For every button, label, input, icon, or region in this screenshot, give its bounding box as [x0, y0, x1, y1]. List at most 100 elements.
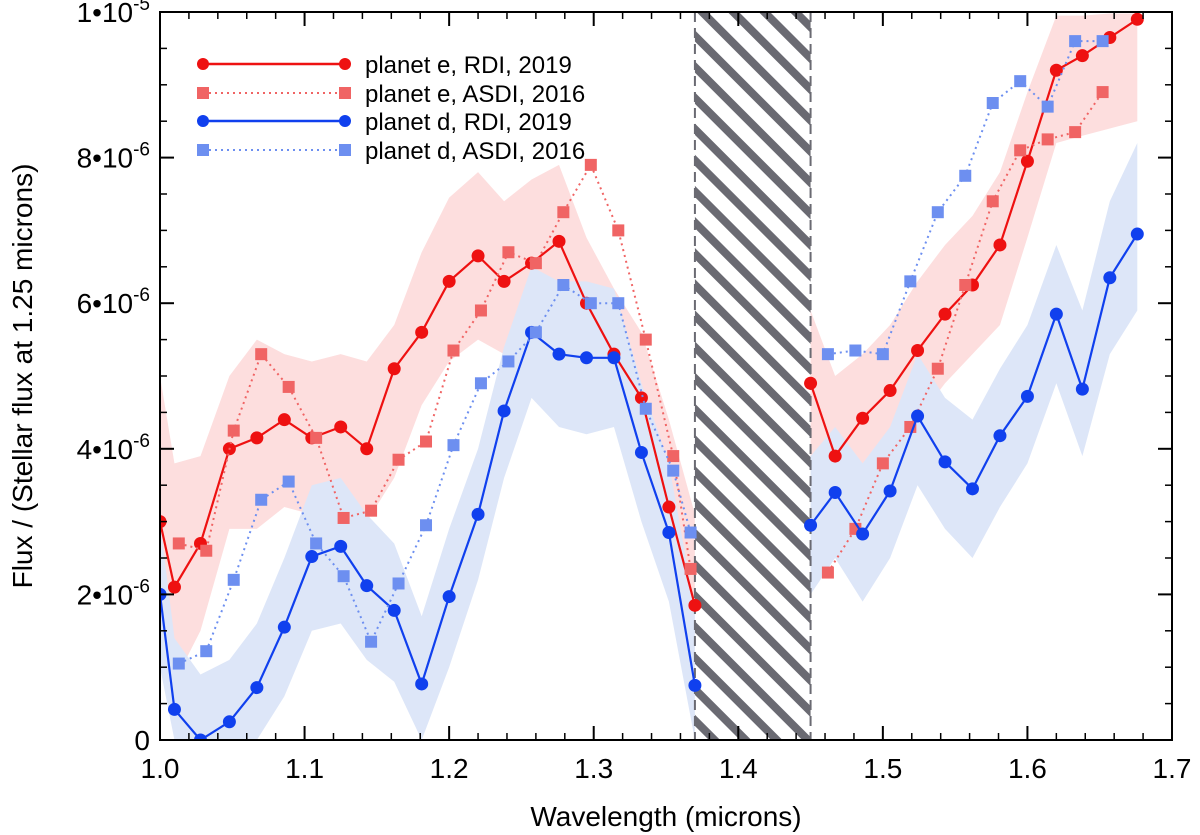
point-planet-e-rdi-2019-0-4 [250, 431, 264, 445]
point-planet-d-asdi-2016-1-4 [931, 206, 944, 219]
point-planet-e-rdi-2019-1-10 [1075, 49, 1089, 63]
point-planet-e-asdi-2016-0-17 [639, 333, 652, 346]
legend-entry-planet-d-rdi: planet d, RDI, 2019 [197, 109, 572, 136]
line-planet-e-asdi-2016-seg-1 [827, 91, 1104, 574]
point-planet-e-asdi-2016-0-2 [227, 424, 240, 437]
uncertainty-bands [160, 13, 1138, 740]
point-planet-e-rdi-2019-0-10 [415, 325, 429, 339]
y-tick-label: 6•10-6 [77, 285, 150, 319]
point-planet-e-rdi-2019-1-8 [1020, 154, 1034, 168]
point-planet-d-rdi-2019-1-0 [804, 518, 818, 532]
point-planet-e-rdi-2019-1-1 [828, 449, 842, 463]
point-planet-d-rdi-2019-0-9 [387, 603, 401, 617]
point-planet-e-asdi-2016-0-6 [337, 511, 350, 524]
point-planet-d-asdi-2016-1-2 [876, 348, 889, 361]
point-planet-d-rdi-2019-0-11 [442, 590, 456, 604]
point-planet-d-asdi-2016-0-13 [529, 326, 542, 339]
series-layer [160, 12, 1144, 740]
point-planet-d-asdi-2016-0-1 [200, 645, 213, 658]
point-planet-d-asdi-2016-0-17 [639, 402, 652, 415]
x-tick-label: 1.7 [1153, 753, 1192, 784]
point-planet-e-asdi-2016-1-8 [1041, 133, 1054, 146]
point-planet-d-rdi-2019-1-1 [828, 485, 842, 499]
point-planet-d-asdi-2016-0-9 [420, 519, 433, 532]
legend-marker-planet-e-asdi [197, 87, 209, 99]
point-planet-e-rdi-2019-0-9 [387, 362, 401, 376]
point-planet-d-asdi-2016-0-10 [447, 439, 460, 452]
point-planet-e-rdi-2019-0-15 [552, 234, 566, 248]
point-planet-d-rdi-2019-1-11 [1103, 271, 1117, 285]
point-planet-e-asdi-2016-1-6 [986, 195, 999, 208]
point-planet-d-asdi-2016-1-0 [821, 348, 834, 361]
point-planet-d-asdi-2016-0-5 [310, 537, 323, 550]
point-planet-d-asdi-2016-0-11 [474, 377, 487, 390]
band-planet-d-rdi-2019-seg-0 [160, 266, 695, 740]
point-planet-d-asdi-2016-1-7 [1014, 75, 1027, 88]
point-planet-e-rdi-2019-0-1 [167, 580, 181, 594]
point-planet-d-rdi-2019-0-15 [552, 347, 566, 361]
point-planet-d-rdi-2019-0-3 [222, 715, 236, 729]
y-tick-label: 2•10-6 [77, 576, 150, 610]
point-planet-e-asdi-2016-0-3 [255, 348, 268, 361]
legend-entry-planet-e-rdi: planet e, RDI, 2019 [197, 52, 572, 79]
point-planet-d-asdi-2016-0-14 [557, 279, 570, 291]
point-planet-e-asdi-2016-0-18 [667, 450, 680, 463]
point-planet-d-rdi-2019-1-7 [993, 429, 1007, 443]
y-axis-label: Flux / (Stellar flux at 1.25 microns) [7, 164, 38, 589]
point-planet-e-rdi-2019-1-3 [883, 384, 897, 398]
point-planet-e-rdi-2019-1-5 [938, 307, 952, 321]
point-planet-d-rdi-2019-0-1 [167, 702, 181, 716]
point-planet-e-rdi-2019-0-11 [442, 274, 456, 288]
point-planet-e-asdi-2016-1-9 [1069, 126, 1082, 139]
point-planet-d-asdi-2016-0-6 [337, 570, 350, 583]
point-planet-d-asdi-2016-1-6 [986, 97, 999, 109]
axis-ticks: 1.0 1.1 1.2 1.3 1.4 1.5 1.6 1.7 0 2•10-6 4•10-6 6•1… [77, 0, 1192, 784]
point-planet-d-rdi-2019-0-10 [415, 677, 429, 691]
point-planet-d-rdi-2019-0-20 [688, 678, 702, 692]
point-planet-d-rdi-2019-1-2 [856, 527, 870, 541]
point-planet-e-rdi-2019-0-5 [277, 413, 291, 427]
legend-marker-planet-d-rdi [197, 115, 209, 127]
point-planet-d-rdi-2019-0-2 [193, 733, 207, 740]
legend-label-planet-d-asdi: planet d, ASDI, 2016 [365, 138, 585, 165]
point-planet-d-rdi-2019-0-7 [334, 539, 348, 553]
point-planet-d-asdi-2016-0-4 [282, 475, 295, 488]
point-planet-d-rdi-2019-0-12 [471, 507, 485, 521]
point-planet-e-asdi-2016-0-16 [612, 224, 625, 237]
x-tick-label: 1.5 [863, 753, 902, 784]
legend-entry-planet-d-asdi: planet d, ASDI, 2016 [197, 138, 585, 165]
point-planet-e-asdi-2016-0-9 [420, 435, 433, 448]
point-planet-e-rdi-2019-0-7 [334, 420, 348, 434]
point-planet-d-asdi-2016-1-10 [1096, 35, 1109, 48]
point-planet-d-rdi-2019-1-10 [1075, 382, 1089, 396]
x-tick-label: 1.2 [430, 753, 469, 784]
point-planet-d-asdi-2016-0-2 [227, 573, 240, 586]
point-planet-d-asdi-2016-1-9 [1069, 35, 1082, 48]
point-planet-d-asdi-2016-1-3 [904, 275, 917, 288]
point-planet-e-rdi-2019-1-9 [1049, 63, 1063, 77]
point-planet-e-asdi-2016-0-4 [282, 380, 295, 393]
y-tick-label: 1•10-5 [77, 0, 150, 28]
point-planet-d-rdi-2019-1-5 [938, 455, 952, 469]
legend-entry-planet-e-asdi: planet e, ASDI, 2016 [197, 81, 585, 108]
point-planet-e-asdi-2016-0-13 [529, 257, 542, 270]
point-planet-e-rdi-2019-0-19 [662, 500, 676, 514]
point-planet-d-rdi-2019-0-13 [497, 404, 511, 418]
point-planet-d-asdi-2016-0-0 [172, 657, 185, 670]
x-axis-label: Wavelength (microns) [530, 801, 801, 832]
point-planet-e-asdi-2016-0-7 [365, 504, 378, 517]
legend-marker-planet-d-asdi [197, 144, 209, 156]
point-planet-d-rdi-2019-0-8 [360, 579, 374, 593]
legend-marker-planet-e-rdi [197, 58, 209, 70]
point-planet-e-asdi-2016-0-11 [474, 304, 487, 317]
point-planet-d-rdi-2019-0-5 [277, 620, 291, 634]
point-planet-e-asdi-2016-0-19 [684, 562, 697, 575]
point-planet-d-rdi-2019-0-19 [662, 526, 676, 540]
point-planet-d-asdi-2016-0-8 [392, 577, 405, 590]
legend: planet e, RDI, 2019 planet e, ASDI, 2016… [197, 52, 585, 165]
point-planet-e-asdi-2016-1-0 [821, 566, 834, 579]
legend-label-planet-d-rdi: planet d, RDI, 2019 [365, 109, 572, 136]
line-planet-d-asdi-2016-seg-0 [178, 283, 692, 665]
y-tick-label: 4•10-6 [77, 431, 150, 465]
point-planet-d-asdi-2016-0-18 [667, 464, 680, 477]
